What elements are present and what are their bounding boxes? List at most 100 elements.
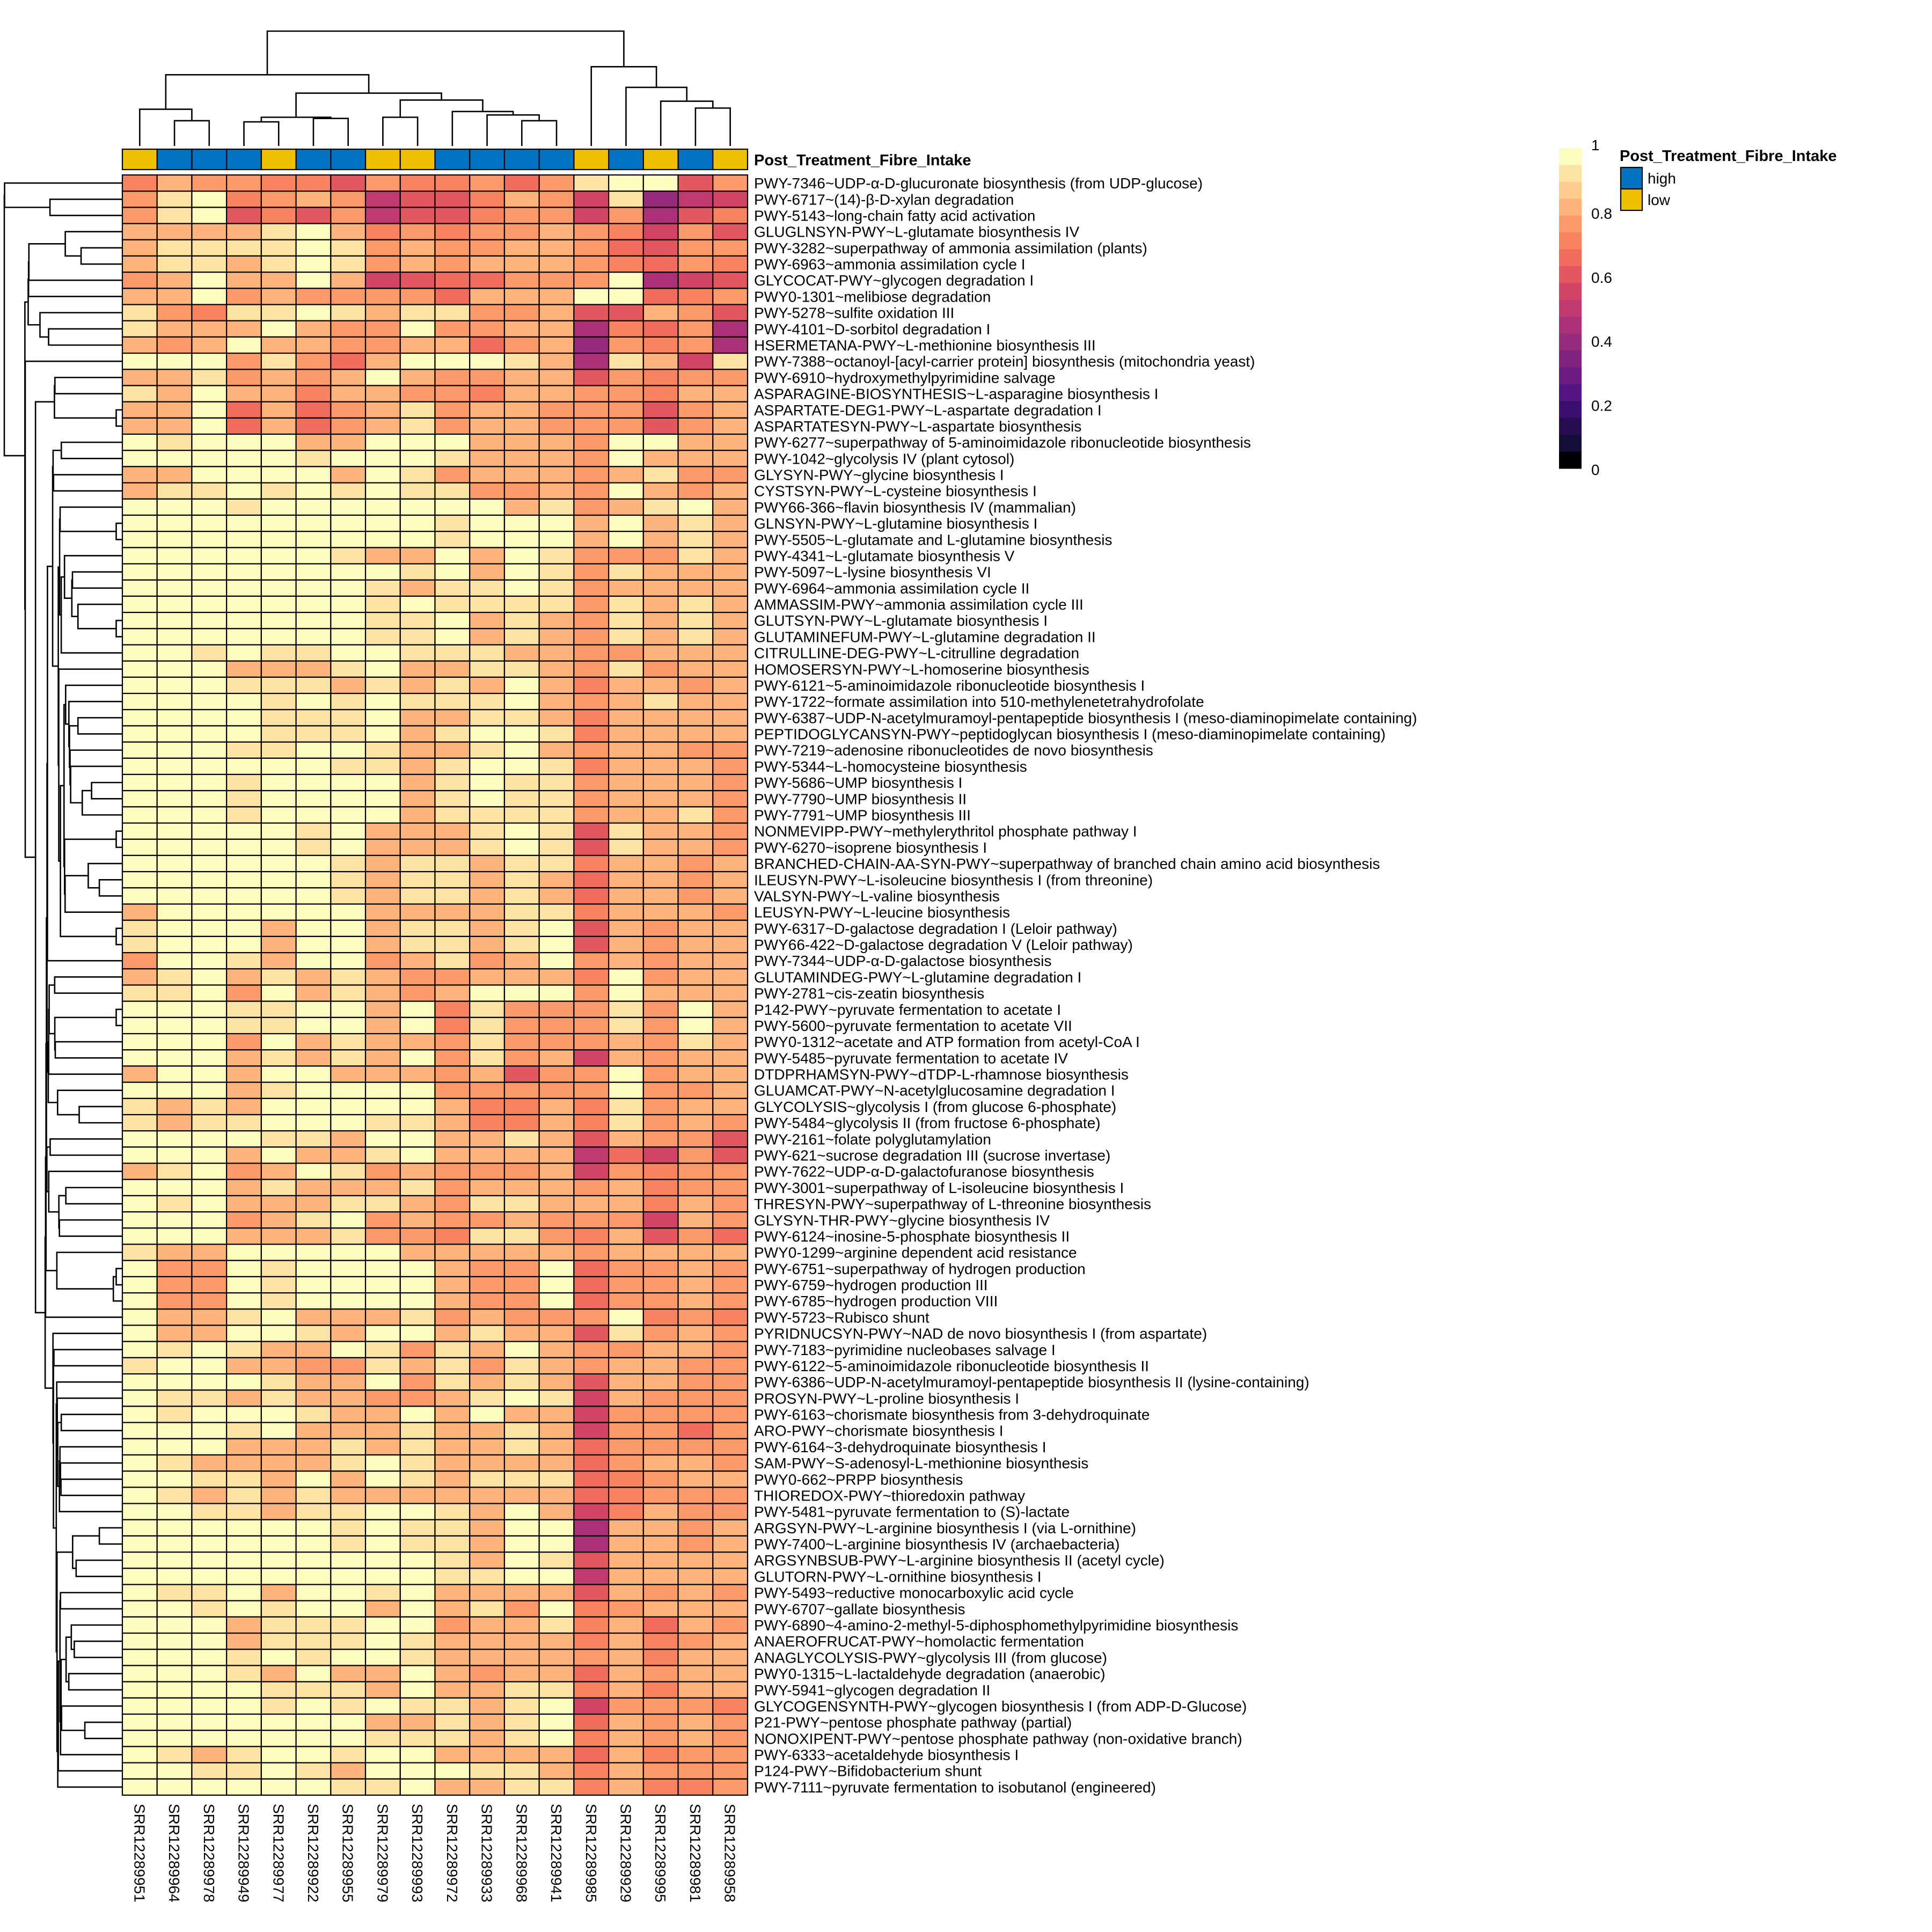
row-dendrogram-branch <box>115 927 122 946</box>
row-dendrogram-branch <box>115 1268 122 1286</box>
heatmap-cell <box>538 531 575 548</box>
heatmap-cell <box>469 1227 506 1245</box>
heatmap-cell <box>712 1049 749 1067</box>
heatmap-cell <box>260 1438 297 1456</box>
row-dendrogram-branch <box>115 830 122 848</box>
heatmap-cell <box>608 757 644 775</box>
heatmap-cell <box>469 1568 506 1585</box>
heatmap-cell <box>364 952 401 970</box>
heatmap-cell <box>156 1324 193 1342</box>
heatmap-cell <box>503 1568 540 1585</box>
row-label: ASPARTATE-DEG1-PWY~L-aspartate degradati… <box>754 402 1102 419</box>
heatmap-cell <box>399 952 436 970</box>
heatmap-cell <box>191 369 228 386</box>
heatmap-cell <box>399 272 436 289</box>
row-dendrogram-branch <box>115 1008 122 1027</box>
heatmap-cell <box>469 531 506 548</box>
heatmap-cell <box>226 1016 262 1035</box>
row-label: PWY-6759~hydrogen production III <box>754 1277 988 1293</box>
heatmap-cell <box>191 1033 228 1051</box>
heatmap-cell <box>538 579 575 597</box>
heatmap-cell <box>226 1081 262 1099</box>
heatmap-cell <box>295 644 332 662</box>
heatmap-cell <box>330 1211 367 1229</box>
heatmap-cell <box>469 741 506 759</box>
heatmap-cell <box>503 1097 540 1116</box>
heatmap-cell <box>469 1114 506 1132</box>
heatmap-cell <box>260 352 297 370</box>
heatmap-cell <box>191 1584 228 1601</box>
row-label: PWY-6785~hydrogen production VIII <box>754 1293 998 1309</box>
heatmap-cell <box>573 709 610 727</box>
heatmap-cell <box>608 255 644 273</box>
heatmap-cell <box>260 1584 297 1601</box>
legend-title: Post_Treatment_Fibre_Intake <box>1620 148 1837 165</box>
heatmap-cell <box>503 644 540 662</box>
heatmap-cell <box>364 1260 401 1278</box>
heatmap-cell <box>538 1324 575 1342</box>
heatmap-cell <box>156 1519 193 1537</box>
heatmap-cell <box>260 417 297 435</box>
heatmap-cell <box>538 1552 575 1569</box>
heatmap-cell <box>191 401 228 419</box>
heatmap-cell <box>399 1730 436 1747</box>
heatmap-cell <box>434 1568 471 1585</box>
row-dendrogram-branch <box>59 1446 122 1476</box>
heatmap-cell <box>538 1422 575 1439</box>
heatmap-cell <box>364 725 401 743</box>
heatmap-cell <box>469 547 506 565</box>
heatmap-cell <box>260 952 297 970</box>
heatmap-cell <box>573 1470 610 1488</box>
heatmap-cell <box>121 952 158 970</box>
heatmap-cell <box>434 482 471 500</box>
heatmap-cell <box>608 1146 644 1164</box>
heatmap-cell <box>191 1000 228 1018</box>
heatmap-cell <box>191 304 228 321</box>
row-dendrogram-branch <box>78 1106 122 1124</box>
heatmap-cell <box>121 417 158 435</box>
row-dendrogram-branch <box>54 377 122 394</box>
heatmap-cell <box>538 1000 575 1018</box>
row-dendrogram-branch <box>53 1349 122 1367</box>
heatmap-cell <box>399 676 436 694</box>
heatmap-cell <box>121 1114 158 1132</box>
heatmap-cell <box>642 1746 679 1763</box>
row-label: GLYSYN-THR-PWY~glycine biosynthesis IV <box>754 1212 1050 1228</box>
heatmap-cell <box>503 450 540 467</box>
heatmap-cell <box>538 709 575 727</box>
heatmap-cell <box>156 304 193 321</box>
heatmap-cell <box>121 450 158 467</box>
heatmap-cell <box>399 692 436 711</box>
heatmap-cell <box>364 514 401 532</box>
heatmap-cell <box>608 595 644 613</box>
heatmap-cell <box>295 563 332 581</box>
heatmap-cell <box>330 1276 367 1294</box>
heatmap-cell <box>399 514 436 532</box>
heatmap-cell <box>677 1373 714 1391</box>
heatmap-cell <box>399 1324 436 1342</box>
heatmap-cell <box>642 1260 679 1278</box>
row-label: GLUGLNSYN-PWY~L-glutamate biosynthesis I… <box>754 224 1079 240</box>
heatmap-cell <box>226 595 262 613</box>
row-label: PYRIDNUCSYN-PWY~NAD de novo biosynthesis… <box>754 1326 1207 1342</box>
color-scale-step <box>1559 181 1582 199</box>
heatmap-cell <box>364 1308 401 1326</box>
heatmap-cell <box>399 1211 436 1229</box>
heatmap-cell <box>503 547 540 565</box>
row-label: PWY-5686~UMP biosynthesis I <box>754 774 962 791</box>
row-dendrogram-branch <box>54 1041 122 1059</box>
heatmap-cell <box>121 174 158 192</box>
heatmap-cell <box>260 1065 297 1083</box>
heatmap-cell <box>469 1665 506 1682</box>
heatmap-cell <box>503 1584 540 1601</box>
heatmap-cell <box>573 984 610 1002</box>
heatmap-cell <box>399 935 436 954</box>
heatmap-cell <box>538 1535 575 1553</box>
heatmap-cell <box>538 1389 575 1407</box>
row-label: ANAEROFRUCAT-PWY~homolactic fermentation <box>754 1633 1084 1650</box>
heatmap-cell <box>330 1292 367 1310</box>
heatmap-cell <box>434 579 471 597</box>
heatmap-cell <box>573 968 610 986</box>
heatmap-cell <box>121 1065 158 1083</box>
heatmap-cell <box>573 871 610 889</box>
